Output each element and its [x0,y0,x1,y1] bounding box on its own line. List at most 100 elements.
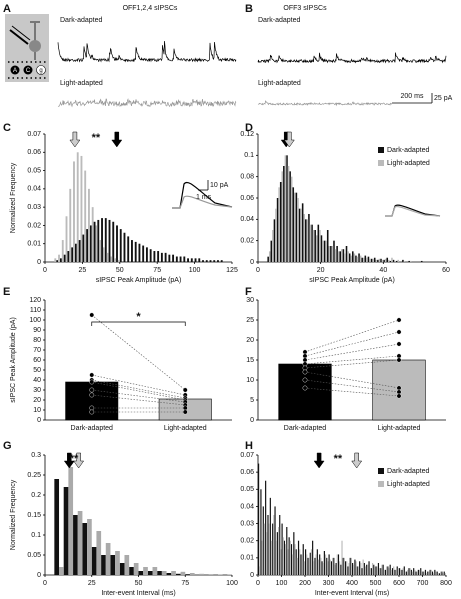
x-tick-label: 50 [116,267,124,274]
histogram-bar [295,192,298,262]
inset: 10 pA 1 ms [172,180,441,217]
histogram-bar [273,219,276,262]
x-tick-label: 100 [226,580,238,587]
histogram-bar [373,257,376,262]
histogram-bar [190,258,193,262]
histogram-bar [327,561,329,575]
histogram-bar [369,258,371,262]
histogram-bar [296,557,298,575]
histogram-bar [281,171,284,262]
histogram-bar [420,568,422,575]
x-tick-label: 0 [256,267,260,274]
histogram-bar [187,258,189,262]
histogram-bar [101,218,103,262]
histogram-bar [138,571,144,575]
histogram-bar [361,568,363,575]
histogram-bar [123,232,126,262]
y-tick-label: 0 [37,572,41,579]
histogram-bar [157,571,162,575]
panel-label: B [245,3,253,15]
histogram-bar [317,224,320,262]
histogram-bar [171,571,176,575]
histogram-bar [328,246,331,262]
histogram-bar [348,253,351,262]
data-point [396,357,402,363]
histogram-bar [312,230,315,262]
pair-line [91,379,186,399]
histogram-bar [416,571,418,575]
y-tick-label: 0.05 [27,552,41,559]
trace-label: Dark-adapted [258,17,301,24]
y-tick-label: 0.02 [240,238,254,245]
histogram-bar [396,566,398,575]
histogram-bar [359,255,362,262]
histogram-bar [284,155,287,262]
histogram-bar [342,557,344,575]
pair-line [91,394,186,406]
x-axis-label: Inter-event Interval (ms) [315,590,389,597]
histogram-bar [80,155,83,262]
inset-trace [385,205,441,217]
x-tick-label: 400 [346,580,358,587]
y-tick-label: 30 [33,387,41,394]
inset-trace [172,181,233,209]
histogram-bar [117,260,120,262]
histogram-bar [437,573,439,575]
histogram-bar [368,561,370,575]
histogram-bar [59,567,64,575]
histogram-bar [67,251,70,262]
x-tick-label: 50 [135,580,143,587]
histogram-bar [309,552,311,575]
histogram-bar [127,236,130,262]
y-tick-label: 0.01 [27,241,41,248]
legend-swatch [378,147,384,153]
y-tick-label: 0.01 [240,555,254,562]
histogram-bar [353,564,355,575]
data-point [396,385,402,391]
histogram-bar [380,258,382,262]
histogram-bar [305,549,307,575]
histogram-bar [93,221,96,262]
histogram-bar [138,243,141,262]
histogram-bar [279,515,281,575]
histogram-bar [418,569,421,575]
pair-line [91,374,186,396]
histogram-bar [411,571,414,575]
histogram-bar [340,564,342,575]
histogram-bar [320,235,323,262]
legend-swatch [378,481,384,487]
histogram-bar [202,260,204,262]
histogram-bar [315,235,318,262]
y-tick-label: 0.07 [240,452,254,459]
histogram-bar [333,240,335,262]
histogram-bar [285,544,287,575]
inset-trace [172,195,233,209]
histogram-bar [374,566,376,575]
panel-label: G [3,440,12,452]
histogram-bar [147,571,153,575]
data-point [302,353,308,359]
data-point [302,377,308,383]
histogram-bar [434,569,436,575]
data-point [89,392,95,398]
histogram-bar [299,549,301,575]
histogram-bar [91,547,97,575]
histogram-bar [325,240,327,262]
histogram-bar [172,254,175,262]
histogram-bar [394,260,396,262]
y-tick-label: 0 [250,572,254,579]
significance: * [136,311,141,323]
histogram-bar [402,568,404,575]
histogram-bar [395,260,398,262]
histogram-bar [375,566,377,575]
legend-swatch [378,160,384,166]
histogram-bar [324,554,327,575]
histogram-bar [313,561,315,575]
histogram-bar [97,219,100,262]
y-tick-label: 0.3 [31,452,41,459]
y-tick-label: 60 [33,357,41,364]
histogram-bar [160,252,163,262]
data-point [182,409,188,415]
histogram-bar [143,567,148,575]
histogram-bar [283,166,285,262]
